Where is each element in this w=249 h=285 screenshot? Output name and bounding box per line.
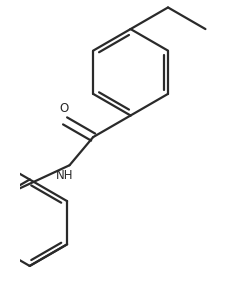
Text: NH: NH [55,169,73,182]
Text: O: O [60,103,69,115]
